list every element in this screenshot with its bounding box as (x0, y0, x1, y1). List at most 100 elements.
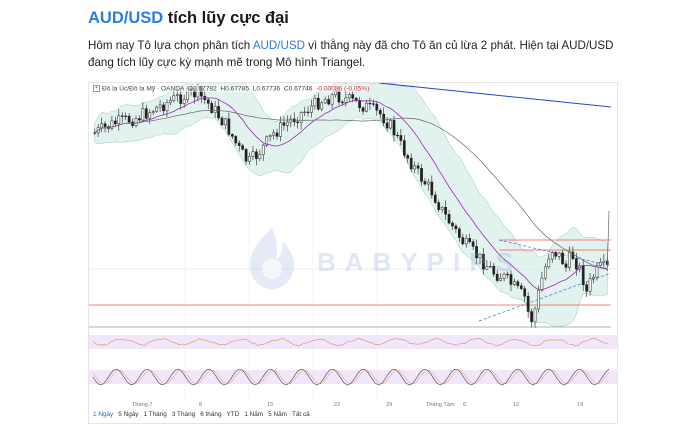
candle-body (550, 252, 554, 260)
candle-body (585, 284, 588, 292)
candle-body (155, 106, 158, 112)
candle-body (261, 144, 265, 155)
candle-body (451, 222, 454, 227)
candle-body (420, 168, 423, 182)
candle-body (120, 115, 124, 117)
candle-body (210, 103, 214, 113)
range-button[interactable]: Tất cả (291, 411, 310, 418)
candle-body (544, 266, 547, 279)
legend-low: 0.67736 (256, 85, 281, 93)
stoch-k-line (92, 368, 610, 386)
range-button[interactable]: 1 Tháng (143, 411, 167, 418)
candle-body (268, 135, 272, 138)
candle-body (492, 265, 496, 275)
candle-body (595, 265, 599, 278)
candle-body (396, 134, 399, 137)
candle-body (602, 260, 606, 263)
bollinger-bands (94, 83, 608, 327)
candle-body (599, 262, 602, 266)
candle-body (471, 241, 475, 247)
candle-body (220, 117, 224, 126)
candle-body (323, 99, 327, 104)
legend-symbol: Đô la Úc/Đô la Mỹ · OANDA (102, 85, 185, 93)
candle-body (175, 94, 179, 96)
candle-body (537, 289, 540, 310)
range-button[interactable]: 5 Ngày (118, 411, 139, 418)
candle-body (533, 308, 537, 323)
candle-body (375, 103, 379, 111)
candle-body (275, 132, 279, 137)
candle-body (347, 94, 351, 99)
candle-body (134, 118, 138, 126)
intro-link[interactable]: AUD/USD (252, 39, 305, 52)
candle-body (217, 106, 220, 119)
range-button[interactable]: 1 Năm (244, 411, 264, 418)
candle-body (351, 94, 355, 99)
rsi-band (89, 335, 617, 349)
candle-body (416, 165, 420, 169)
candle-body (131, 121, 134, 126)
candle-body (485, 266, 489, 270)
candle-body (248, 156, 251, 162)
candle-body (506, 273, 509, 276)
candle-body (172, 95, 176, 101)
candle-body (327, 99, 330, 105)
candle-body (437, 202, 441, 210)
candle-body (526, 295, 530, 312)
candle-body (354, 97, 358, 101)
x-tick-label: 15 (267, 402, 274, 408)
candle-body (213, 106, 217, 113)
candle-body (482, 253, 485, 270)
candle-body (372, 103, 375, 105)
range-button[interactable]: 5 Năm (268, 411, 287, 418)
candle-body (138, 118, 141, 121)
price-chart[interactable]: + Đô la Úc/Đô la Mỹ · OANDA O0.67782 H0.6… (88, 82, 618, 424)
moving-averages (94, 97, 610, 291)
candle-body (568, 251, 571, 268)
collapse-icon[interactable]: + (93, 85, 100, 92)
chart-legend: + Đô la Úc/Đô la Mỹ · OANDA O0.67782 H0.6… (93, 85, 370, 93)
candle-body (237, 142, 241, 146)
range-button[interactable]: 1 Ngày (93, 411, 114, 418)
candle-body (540, 277, 544, 291)
candle-body (447, 214, 451, 224)
candle-body (144, 108, 148, 119)
candle-body (378, 110, 382, 115)
candle-body (399, 135, 403, 141)
candle-body (316, 97, 320, 110)
candle-body (258, 154, 262, 159)
candle-body (110, 120, 114, 129)
candle-body (227, 118, 231, 135)
candle-body (464, 238, 468, 245)
candle-body (409, 157, 413, 170)
candle-body (299, 112, 303, 123)
stoch-d-line (92, 369, 610, 385)
oscillator-panels (89, 335, 617, 386)
range-button[interactable]: 6 tháng (200, 411, 222, 418)
stoch-band (89, 370, 617, 384)
x-tick-label: Tháng 7 (132, 402, 153, 408)
candle-body (406, 155, 410, 159)
candle-body (516, 281, 520, 287)
candle-body (509, 274, 513, 285)
candle-body (513, 281, 516, 285)
range-button[interactable]: YTD (226, 411, 240, 418)
candle-body (502, 273, 506, 279)
legend-high: 0.67785 (225, 85, 249, 93)
range-button[interactable]: 3 Tháng (171, 411, 196, 418)
chart-canvas[interactable] (89, 83, 617, 423)
candle-body (468, 238, 472, 243)
candle-body (519, 285, 523, 289)
candle-body (499, 278, 502, 281)
candle-body (117, 115, 121, 125)
candle-body (337, 91, 341, 103)
x-tick-label: 22 (334, 402, 341, 408)
x-tick-label: 6 (463, 402, 467, 408)
candle-body (169, 100, 172, 103)
candle-body (182, 99, 186, 104)
candlesticks (93, 83, 609, 328)
candle-body (330, 94, 334, 105)
candle-body (206, 99, 210, 104)
candle-body (103, 123, 107, 127)
candle-body (320, 102, 324, 110)
